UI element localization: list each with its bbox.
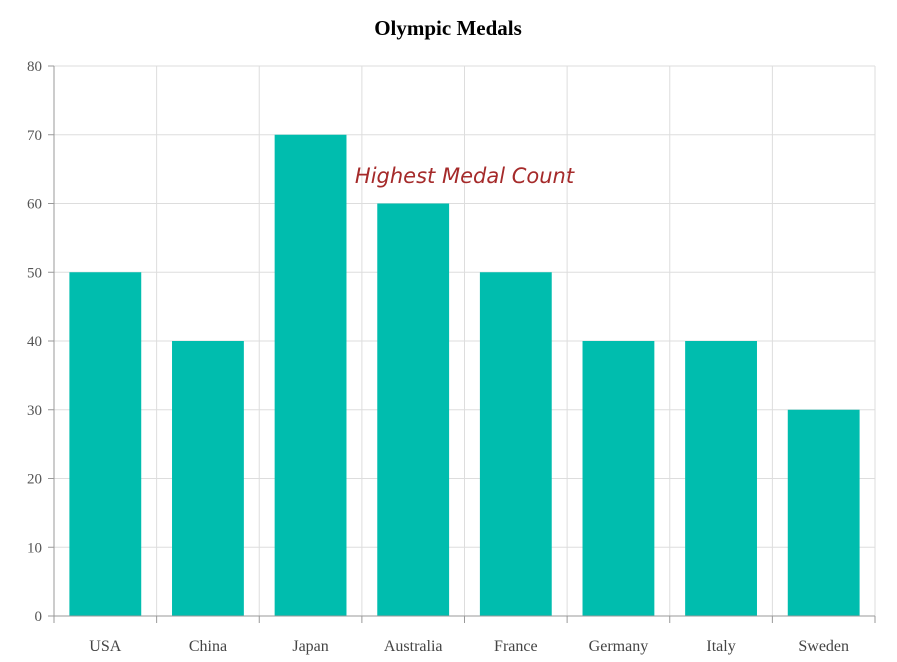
grid-lines [54, 65, 876, 616]
y-tick-label: 60 [27, 197, 42, 213]
bar-australia[interactable] [377, 203, 450, 617]
bar-germany[interactable] [582, 341, 655, 616]
bar-usa[interactable] [69, 272, 142, 616]
bar-china[interactable] [172, 341, 244, 616]
x-tick-label: France [494, 638, 538, 655]
x-tick-label: China [189, 638, 227, 655]
annotation-label: Highest Medal Count [355, 164, 575, 188]
chart-title: Olympic Medals [374, 16, 522, 40]
y-tick-label: 50 [27, 265, 42, 281]
y-tick-label: 80 [27, 59, 42, 75]
x-tick-label: Germany [589, 638, 649, 655]
y-tick-label: 20 [27, 472, 42, 488]
y-tick-label: 10 [27, 540, 42, 556]
y-tick-label: 0 [35, 609, 43, 625]
bar-italy[interactable] [685, 341, 757, 616]
y-tick-label: 70 [27, 128, 42, 144]
x-tick-label: Japan [292, 638, 328, 655]
bars [69, 134, 860, 617]
x-tick-label: USA [89, 638, 121, 655]
x-tick-label: Sweden [798, 638, 849, 655]
x-tick-label: Italy [706, 638, 735, 655]
bar-france[interactable] [479, 272, 552, 616]
bar-sweden[interactable] [787, 409, 860, 616]
y-tick-label: 30 [27, 403, 42, 419]
x-axis-ticks: USA China Japan Australia France Germany Italy… [53, 616, 876, 655]
y-axis-ticks: 0 10 20 30 40 50 60 70 80 [27, 59, 54, 625]
bar-japan[interactable] [274, 134, 347, 616]
y-tick-label: 40 [27, 334, 42, 350]
annotations: Highest Medal Count [355, 164, 575, 188]
x-tick-label: Australia [384, 638, 443, 655]
